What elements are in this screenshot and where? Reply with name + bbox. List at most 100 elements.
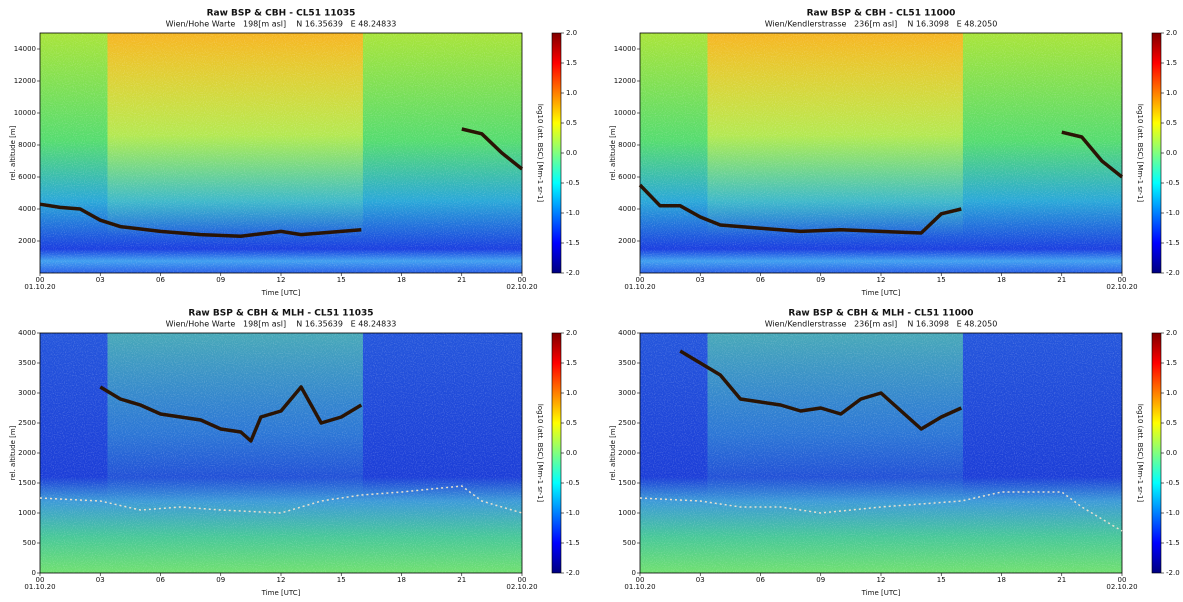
colorbar-tick-label: -0.5 <box>566 479 580 487</box>
colorbar-tick-label: -1.0 <box>566 209 580 217</box>
colorbar-tick-label: 1.5 <box>1166 59 1177 67</box>
x-tick-label: 03 <box>96 276 105 284</box>
y-tick-label: 2000 <box>18 449 36 457</box>
y-tick-label: 12000 <box>14 77 36 85</box>
colorbar-label: log10 (att. BSC) [Mm-1 sr-1] <box>536 404 544 503</box>
colorbar <box>551 332 562 574</box>
y-tick-label: 3500 <box>18 359 36 367</box>
y-tick-label: 2500 <box>618 419 636 427</box>
x-tick-label: 15 <box>937 576 946 584</box>
colorbar-label: log10 (att. BSC) [Mm-1 sr-1] <box>536 104 544 203</box>
colorbar-tick-label: -1.5 <box>1166 539 1180 547</box>
chart-subtitle: Wien/Hohe Warte 198[m asl] N 16.35639 E … <box>166 20 397 29</box>
chart-subtitle: Wien/Hohe Warte 198[m asl] N 16.35639 E … <box>166 320 397 329</box>
y-tick-label: 0 <box>32 569 36 577</box>
y-tick-label: 1000 <box>18 509 36 517</box>
x-tick-label: 12 <box>877 576 886 584</box>
colorbar-tick-label: -2.0 <box>566 269 580 277</box>
x-tick-label: 03 <box>696 576 705 584</box>
x-date-label: 02.10.20 <box>506 283 537 291</box>
y-tick-label: 14000 <box>14 45 36 53</box>
colorbar-tick-label: 1.0 <box>566 389 577 397</box>
colorbar-tick-label: 1.5 <box>566 359 577 367</box>
heatmap-noise <box>40 33 522 273</box>
x-tick-label: 21 <box>457 576 466 584</box>
x-tick-label: 00 <box>518 276 527 284</box>
colorbar-tick-label: 1.0 <box>1166 389 1177 397</box>
x-tick-label: 09 <box>216 576 225 584</box>
x-tick-label: 15 <box>937 276 946 284</box>
x-tick-label: 06 <box>156 276 165 284</box>
y-tick-label: 1500 <box>618 479 636 487</box>
y-tick-label: 3000 <box>18 389 36 397</box>
cbh-line <box>99 385 363 443</box>
y-tick-label: 1000 <box>618 509 636 517</box>
colorbar-tick-label: 0.5 <box>1166 119 1177 127</box>
y-axis-label: rel. altitude [m] <box>9 425 17 480</box>
x-date-label: 01.10.20 <box>24 283 55 291</box>
colorbar-tick-label: -1.5 <box>566 539 580 547</box>
colorbar-tick-label: 0.5 <box>1166 419 1177 427</box>
x-tick-label: 15 <box>337 576 346 584</box>
y-tick-label: 10000 <box>614 109 636 117</box>
colorbar <box>1151 332 1162 574</box>
x-tick-label: 12 <box>877 276 886 284</box>
y-tick-label: 10000 <box>14 109 36 117</box>
x-tick-label: 00 <box>36 276 45 284</box>
x-tick-label: 00 <box>1118 276 1127 284</box>
cbh-line <box>679 349 963 431</box>
y-tick-label: 12000 <box>614 77 636 85</box>
x-tick-label: 00 <box>636 576 645 584</box>
colorbar-tick-label: 2.0 <box>566 29 577 37</box>
x-axis-label: Time [UTC] <box>261 589 301 597</box>
y-tick-label: 4000 <box>18 329 36 337</box>
x-date-label: 01.10.20 <box>24 583 55 591</box>
x-axis-label: Time [UTC] <box>861 289 901 297</box>
y-tick-label: 4000 <box>18 205 36 213</box>
y-tick-label: 4000 <box>618 329 636 337</box>
x-tick-label: 00 <box>518 576 527 584</box>
colorbar-tick-label: -0.5 <box>566 179 580 187</box>
x-date-label: 01.10.20 <box>624 583 655 591</box>
y-axis-label: rel. altitude [m] <box>609 125 617 180</box>
colorbar-tick-label: -1.0 <box>1166 209 1180 217</box>
x-tick-label: 09 <box>816 276 825 284</box>
x-tick-label: 18 <box>997 576 1006 584</box>
x-tick-label: 00 <box>636 276 645 284</box>
colorbar-tick-label: -2.0 <box>566 569 580 577</box>
x-date-label: 02.10.20 <box>1106 583 1137 591</box>
y-tick-label: 500 <box>623 539 636 547</box>
x-tick-label: 00 <box>1118 576 1127 584</box>
x-tick-label: 09 <box>816 576 825 584</box>
colorbar-tick-label: -1.0 <box>1166 509 1180 517</box>
colorbar-tick-label: 2.0 <box>1166 329 1177 337</box>
chart-title: Raw BSP & CBH & MLH - CL51 11035 <box>188 309 373 319</box>
y-axis-label: rel. altitude [m] <box>609 425 617 480</box>
chart-subtitle: Wien/Kendlerstrasse 236[m asl] N 16.3098… <box>765 20 998 29</box>
x-tick-label: 18 <box>397 276 406 284</box>
y-axis-label: rel. altitude [m] <box>9 125 17 180</box>
y-tick-label: 8000 <box>18 141 36 149</box>
colorbar-tick-label: -1.5 <box>1166 239 1180 247</box>
colorbar <box>1151 32 1162 274</box>
colorbar-tick-label: 0.0 <box>566 449 577 457</box>
colorbar <box>551 32 562 274</box>
x-tick-label: 06 <box>756 576 765 584</box>
x-tick-label: 03 <box>696 276 705 284</box>
y-tick-label: 3000 <box>618 389 636 397</box>
x-tick-label: 18 <box>397 576 406 584</box>
y-tick-label: 3500 <box>618 359 636 367</box>
y-tick-label: 2000 <box>618 237 636 245</box>
y-tick-label: 0 <box>632 569 636 577</box>
cbh-line <box>39 127 524 238</box>
x-tick-label: 09 <box>216 276 225 284</box>
colorbar-tick-label: 0.0 <box>1166 149 1177 157</box>
x-tick-label: 21 <box>1057 276 1066 284</box>
x-tick-label: 12 <box>277 276 286 284</box>
colorbar-tick-label: 1.0 <box>566 89 577 97</box>
x-tick-label: 15 <box>337 276 346 284</box>
chart-subtitle: Wien/Kendlerstrasse 236[m asl] N 16.3098… <box>765 320 998 329</box>
colorbar-tick-label: 0.0 <box>1166 449 1177 457</box>
colorbar-tick-label: -1.0 <box>566 509 580 517</box>
